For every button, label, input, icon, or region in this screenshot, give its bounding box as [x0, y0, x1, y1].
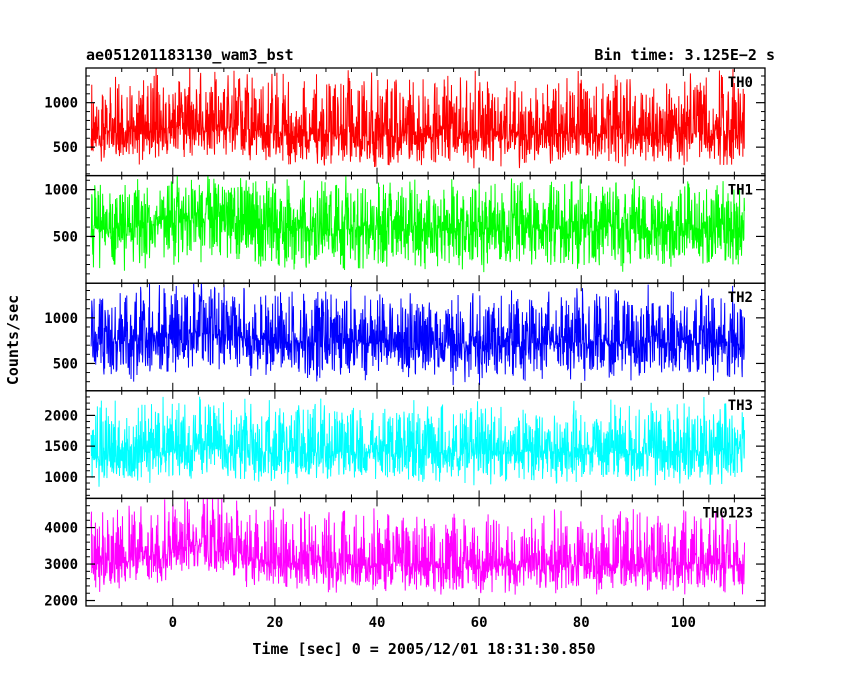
panel-label-th0123: TH0123 — [702, 505, 753, 521]
x-axis-label: Time [sec] 0 = 2005/12/01 18:31:30.850 — [252, 640, 595, 658]
y-tick-label: 1500 — [44, 439, 78, 455]
y-tick-label: 500 — [53, 140, 78, 156]
chart-title: ae051201183130_wam3_bst — [86, 46, 294, 64]
panel-th0: 500 1000 TH0 — [44, 67, 766, 177]
y-tick-label: 1000 — [44, 183, 78, 199]
panel-th1: 500 1000 TH1 — [44, 174, 766, 284]
panel-label-th3: TH3 — [728, 398, 753, 414]
x-tick-label: 100 — [671, 615, 696, 631]
x-tick-label: 20 — [266, 615, 283, 631]
panel-th2: 500 1000 TH2 — [44, 282, 766, 392]
y-tick-label: 3000 — [44, 557, 78, 573]
panel-label-th0: TH0 — [728, 75, 753, 91]
x-axis: 0 20 40 60 80 100 — [169, 615, 696, 631]
series-th3 — [90, 396, 746, 487]
series-th0 — [90, 68, 746, 169]
series-th1 — [90, 175, 746, 273]
panel-label-th1: TH1 — [728, 183, 753, 199]
x-tick-label: 40 — [369, 615, 386, 631]
series-th0123 — [90, 498, 746, 595]
x-tick-label: 60 — [471, 615, 488, 631]
bin-time-label: Bin time: 3.125E−2 s — [594, 46, 775, 64]
x-tick-label: 80 — [573, 615, 590, 631]
y-tick-label: 500 — [53, 356, 78, 372]
x-tick-label: 0 — [169, 615, 177, 631]
y-tick-label: 500 — [53, 229, 78, 245]
panel-frame — [85, 497, 766, 607]
y-tick-label: 1000 — [44, 96, 78, 112]
y-tick-label: 1000 — [44, 311, 78, 327]
y-tick-label: 4000 — [44, 521, 78, 537]
panel-th3: 1000 1500 2000 TH3 — [44, 390, 766, 500]
panels-layer: 500 1000 TH0 500 1000 TH1 500 1000 TH2 1000 1500 20… — [44, 67, 766, 610]
series-th2 — [90, 283, 746, 386]
panel-th0123: 2000 3000 4000 TH0123 — [44, 497, 766, 610]
y-tick-label: 2000 — [44, 594, 78, 610]
y-axis-label: Counts/sec — [4, 295, 22, 385]
y-tick-label: 1000 — [44, 470, 78, 486]
panel-label-th2: TH2 — [728, 290, 753, 306]
y-tick-label: 2000 — [44, 408, 78, 424]
